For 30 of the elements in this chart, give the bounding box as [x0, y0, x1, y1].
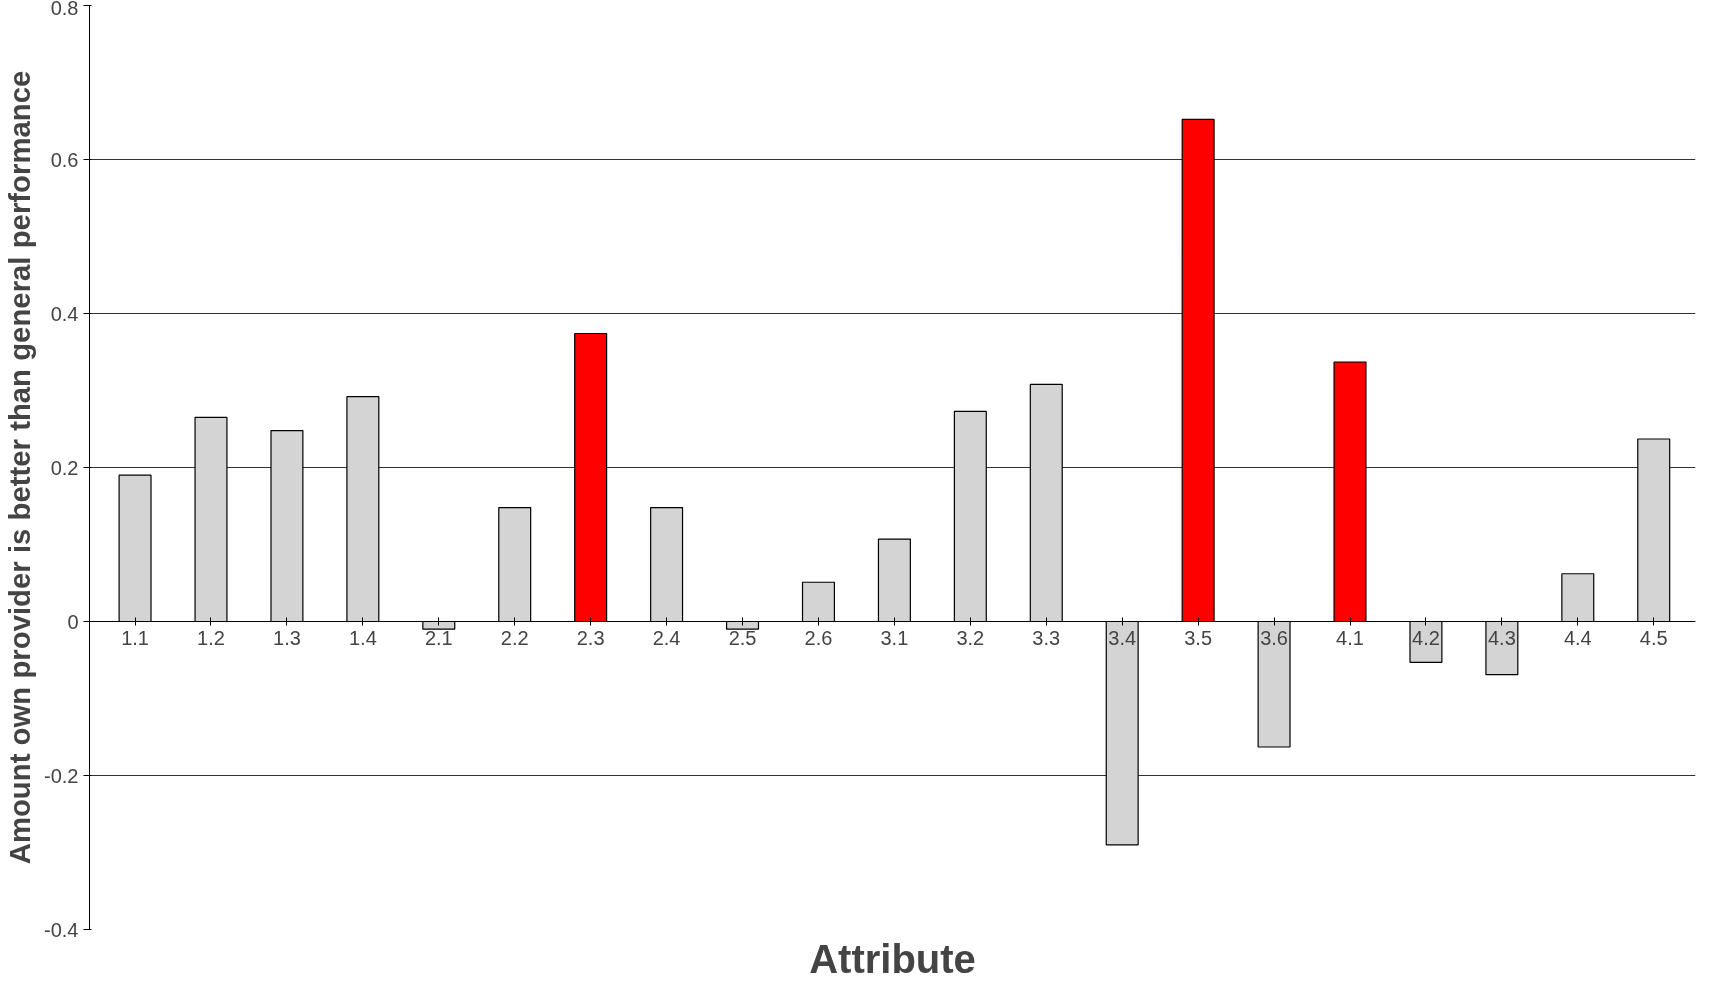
x-tick-label: 3.3 — [1032, 626, 1061, 649]
y-tick-label: 0.8 — [50, 0, 79, 19]
x-tick-label: 4.5 — [1639, 626, 1668, 649]
y-tick-label: 0.2 — [50, 456, 79, 479]
x-tick-label: 3.6 — [1260, 626, 1288, 649]
x-tick-label: 4.2 — [1412, 626, 1440, 649]
x-tick-label: 3.2 — [956, 626, 985, 649]
x-tick-label: 4.1 — [1336, 626, 1364, 649]
x-tick-label: 3.4 — [1108, 626, 1137, 649]
x-tick-label: 4.3 — [1487, 626, 1516, 649]
y-tick-label: 0.4 — [50, 302, 79, 325]
x-tick-label: 2.2 — [500, 626, 529, 649]
x-tick-label: 3.5 — [1184, 626, 1213, 649]
y-tick-label: -0.2 — [44, 764, 79, 787]
x-tick-label: 1.4 — [348, 626, 377, 649]
x-tick-label: 1.3 — [273, 626, 301, 649]
x-tick-label: 3.1 — [880, 626, 909, 649]
x-tick-label: 2.5 — [728, 626, 757, 649]
y-tick-label: 0.6 — [50, 148, 79, 171]
x-tick-label: 1.2 — [197, 626, 225, 649]
y-tick-label: -0.4 — [44, 918, 79, 941]
x-tick-label: 2.6 — [804, 626, 833, 649]
x-tick-label: 4.4 — [1563, 626, 1592, 649]
x-tick-label: 2.4 — [652, 626, 681, 649]
x-tick-label: 2.3 — [576, 626, 605, 649]
x-axis-title: Attribute — [809, 936, 976, 981]
y-axis-title: Amount own provider is better than general performance — [3, 70, 37, 865]
x-tick-label: 2.1 — [424, 626, 453, 649]
y-tick-label: 0 — [67, 610, 79, 633]
x-tick-label: 1.1 — [121, 626, 149, 649]
